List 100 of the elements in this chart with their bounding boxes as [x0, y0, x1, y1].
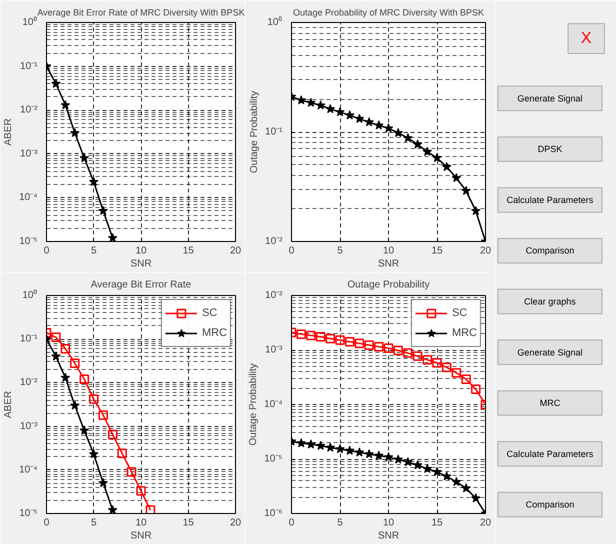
x-tick-label: 15	[431, 518, 443, 528]
x-tick-label: 15	[182, 518, 194, 528]
point	[51, 78, 61, 88]
x-tick-label: 0	[288, 246, 295, 256]
point	[316, 440, 326, 450]
point	[70, 128, 80, 138]
point	[88, 449, 99, 458]
point	[393, 346, 403, 356]
y-tick-label: 10⁻³	[20, 420, 38, 432]
point	[136, 486, 146, 496]
y-axis-title: Outage Probability	[249, 90, 260, 174]
point	[422, 464, 432, 473]
text: Comparison	[526, 500, 574, 510]
text: Comparison	[526, 246, 574, 256]
point	[461, 483, 471, 492]
text: Calculate Parameters	[506, 194, 594, 205]
point	[393, 454, 403, 464]
point	[452, 476, 462, 486]
point	[403, 457, 413, 466]
y-tick-label: 10⁰	[267, 16, 282, 28]
y-tick-label: 10⁻³	[20, 148, 38, 160]
x-tick-label: 0	[44, 246, 50, 256]
point	[51, 332, 61, 342]
x-axis-title: SNR	[130, 258, 152, 270]
y-tick-label: 10⁻²	[20, 377, 38, 388]
x-tick-label: 5	[90, 518, 97, 528]
point	[354, 338, 364, 348]
point	[432, 466, 442, 476]
point	[306, 98, 316, 107]
x-tick-label: 5	[337, 518, 344, 528]
point	[80, 374, 90, 384]
point	[364, 117, 374, 126]
y-tick-label: 10⁻¹	[265, 126, 284, 138]
y-tick-label: 10⁻¹	[20, 334, 38, 345]
point	[364, 340, 374, 350]
point	[452, 173, 462, 182]
point	[344, 446, 354, 455]
point	[88, 176, 99, 186]
point	[461, 186, 471, 196]
x-tick-label: 20	[230, 246, 242, 256]
y-tick-label: 10⁻⁶	[264, 508, 283, 519]
point	[442, 162, 452, 172]
y-tick-label: 10⁻²	[265, 290, 284, 301]
point	[306, 330, 316, 340]
point	[335, 335, 345, 345]
point	[412, 460, 422, 470]
point	[117, 448, 127, 458]
text: Calculate Parameters	[506, 448, 594, 459]
point	[344, 110, 354, 120]
x-tick-label: 15	[431, 246, 443, 256]
point	[98, 410, 108, 420]
point	[60, 372, 70, 382]
point	[60, 344, 70, 354]
point	[326, 104, 336, 114]
y-tick-label: 10⁻⁵	[19, 236, 38, 247]
point	[461, 374, 471, 384]
y-tick-label: 10⁰	[22, 289, 38, 301]
y-tick-label: 10⁻⁵	[19, 508, 38, 519]
x-axis-title: SNR	[378, 530, 400, 542]
point	[70, 400, 80, 410]
y-axis-title: ABER	[3, 118, 14, 146]
point	[393, 128, 403, 138]
point	[432, 152, 442, 162]
x-tick-label: 0	[288, 518, 295, 528]
point	[344, 336, 354, 346]
text: Clear graphs	[524, 296, 576, 307]
point	[98, 206, 108, 216]
y-axis-title: ABER	[3, 390, 14, 418]
point	[471, 493, 481, 502]
point	[108, 505, 118, 514]
point	[422, 146, 432, 156]
point	[326, 334, 336, 344]
point	[335, 107, 345, 116]
y-tick-label: 10⁰	[22, 16, 38, 28]
x-axis-title: SNR	[130, 530, 152, 542]
y-axis-title: Outage Probability	[248, 363, 260, 446]
point	[60, 100, 70, 110]
x-axis-title: SNR	[378, 258, 400, 270]
point	[316, 100, 326, 110]
point	[354, 114, 364, 123]
point	[374, 120, 384, 130]
point	[364, 449, 374, 458]
point	[89, 394, 98, 404]
y-tick-label: 10⁻⁴	[264, 399, 282, 410]
y-tick-label: 10⁻⁴	[19, 192, 38, 204]
point	[442, 471, 452, 481]
text: MRC	[540, 398, 561, 408]
point	[306, 439, 316, 449]
x-tick-label: 10	[382, 518, 394, 528]
legend-label: SC	[202, 307, 218, 319]
text: Generate Signal	[517, 93, 582, 104]
x-tick-label: 10	[382, 246, 394, 256]
text: DPSK	[538, 144, 562, 154]
point	[80, 426, 90, 435]
point	[412, 139, 422, 149]
y-tick-label: 10⁻²	[265, 236, 284, 247]
point	[384, 343, 394, 353]
x-tick-label: 10	[135, 518, 147, 528]
point	[384, 452, 394, 462]
point	[374, 450, 384, 460]
